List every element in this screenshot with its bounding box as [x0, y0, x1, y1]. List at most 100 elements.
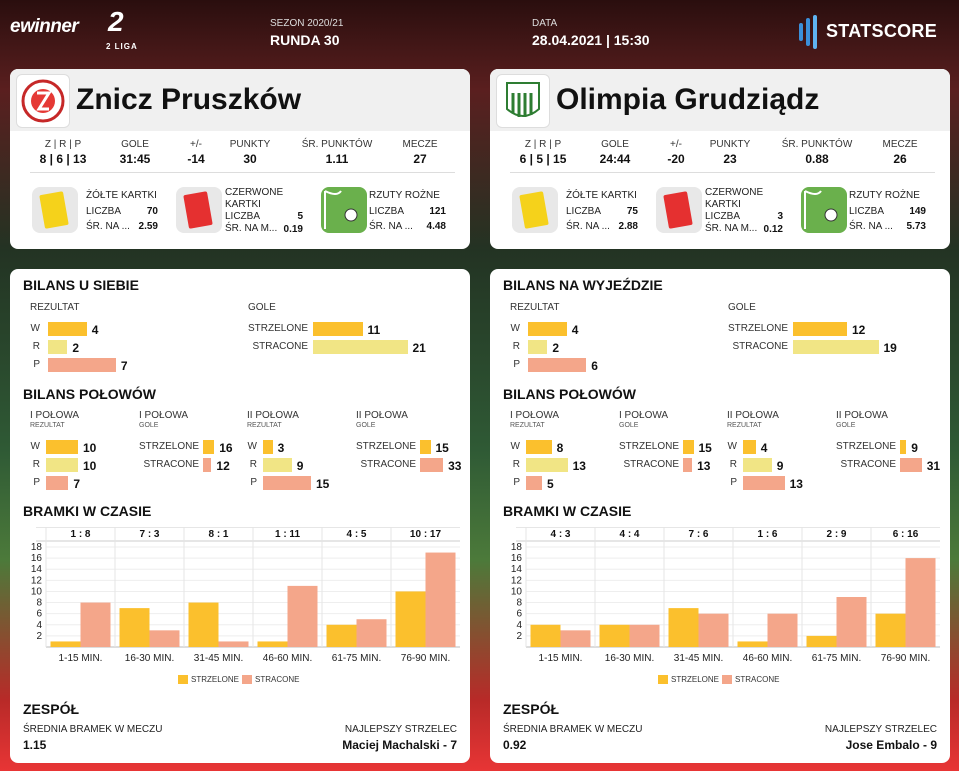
red-count-label: LICZBA — [225, 211, 261, 222]
half-key: STRACONE — [360, 459, 416, 470]
statscore-icon — [799, 15, 817, 49]
goals-bar — [793, 340, 879, 354]
corners-title: RZUTY ROŻNE — [849, 190, 920, 201]
legend-scored-swatch — [658, 675, 668, 684]
half-label: II POŁOWA — [836, 410, 888, 421]
period-score: 7 : 6 — [688, 529, 708, 540]
corners-count: 149 — [909, 206, 926, 217]
y-tick-label: 16 — [511, 553, 523, 564]
x-tick-label: 16-30 MIN. — [125, 653, 174, 664]
half-value: 15 — [316, 477, 330, 491]
stat-avg-points: ŚR. PUNKTÓW 1.11 — [301, 139, 373, 166]
x-tick-label: 46-60 MIN. — [743, 653, 792, 664]
corners-title: RZUTY ROŻNE — [369, 190, 440, 201]
half-value: 12 — [216, 459, 230, 473]
yellow-card-icon — [32, 187, 78, 233]
half-sublabel: REZULTAT — [247, 422, 282, 429]
half-bar — [683, 440, 694, 454]
x-tick-label: 1-15 MIN. — [59, 653, 103, 664]
avg-goals-label: ŚREDNIA BRAMEK W MECZU — [23, 724, 163, 735]
goals-value: 19 — [883, 341, 897, 355]
half-label: I POŁOWA — [619, 410, 669, 421]
team-stats-card: BILANS NA WYJEŹDZIE REZULTAT GOLE W 4 R 2 P 6 STR… — [490, 269, 950, 763]
red-avg-label: ŚR. NA M... — [705, 223, 758, 234]
result-bar — [528, 340, 548, 354]
date-value: 28.04.2021 | 15:30 — [532, 32, 650, 48]
half-value: 5 — [547, 477, 554, 491]
result-bar — [48, 322, 87, 336]
season-label: SEZON 2020/21 — [270, 18, 344, 29]
yellow-avg: 2.88 — [618, 221, 638, 232]
team-title: ZESPÓŁ — [23, 701, 80, 717]
team-header: Znicz Pruszków — [10, 69, 470, 131]
corners-avg-label: ŚR. NA ... — [849, 221, 893, 232]
y-tick-label: 6 — [516, 609, 522, 620]
result-bar — [48, 340, 68, 354]
half-bar — [900, 440, 907, 454]
conceded-bar — [218, 641, 249, 647]
goals-label: GOLE — [248, 302, 276, 313]
y-tick-label: 2 — [516, 631, 522, 642]
x-tick-label: 16-30 MIN. — [605, 653, 654, 664]
result-bar — [528, 358, 587, 372]
scored-bar — [119, 608, 150, 647]
team-header: Olimpia Grudziądz — [490, 69, 950, 131]
red-avg: 0.12 — [763, 224, 783, 235]
stat-points: PUNKTY 23 — [709, 139, 751, 166]
y-tick-label: 14 — [511, 564, 523, 575]
yellow-avg-label: ŚR. NA ... — [566, 221, 610, 232]
half-bar — [263, 440, 273, 454]
x-tick-label: 61-75 MIN. — [812, 653, 861, 664]
half-key: P — [730, 477, 737, 488]
conceded-bar — [905, 558, 936, 647]
half-value: 4 — [760, 441, 768, 455]
conceded-bar — [149, 630, 180, 647]
legend-conceded-swatch — [242, 675, 252, 684]
team-name: Olimpia Grudziądz — [556, 83, 820, 116]
scored-bar — [50, 641, 81, 647]
top-scorer-label: NAJLEPSZY STRZELEC — [824, 724, 937, 735]
legend-scored-swatch — [178, 675, 188, 684]
half-value: 9 — [911, 441, 918, 455]
top-header: ewinner 2 2 LIGA SEZON 2020/21 RUNDA 30 … — [0, 0, 959, 62]
goals-key: STRACONE — [252, 341, 308, 352]
result-key: W — [30, 323, 40, 334]
conceded-bar — [425, 552, 456, 647]
y-tick-label: 12 — [31, 575, 43, 586]
red-count: 3 — [777, 211, 783, 222]
team-title: ZESPÓŁ — [503, 701, 560, 717]
x-tick-label: 31-45 MIN. — [194, 653, 243, 664]
scored-bar — [326, 624, 357, 647]
legend-scored: STRZELONE — [671, 675, 720, 684]
team-name: Znicz Pruszków — [76, 83, 302, 116]
x-tick-label: 76-90 MIN. — [401, 653, 450, 664]
half-value: 13 — [789, 477, 803, 491]
red-title: CZERWONE — [705, 187, 764, 198]
divider — [30, 172, 455, 173]
corner-icon — [801, 187, 847, 233]
half-sublabel: GOLE — [619, 422, 639, 429]
y-tick-label: 8 — [516, 598, 522, 609]
time-title: BRAMKI W CZASIE — [23, 503, 152, 519]
yellow-title: ŻÓŁTE KARTKI — [86, 190, 157, 201]
result-value: 7 — [120, 359, 128, 373]
half-label: II POŁOWA — [356, 410, 408, 421]
y-tick-label: 14 — [31, 564, 43, 575]
result-key: W — [510, 323, 520, 334]
half-key: STRZELONE — [835, 441, 896, 452]
avg-goals-value: 1.15 — [23, 738, 47, 752]
red-count-label: LICZBA — [705, 211, 741, 222]
halves-title: BILANS POŁOWÓW — [503, 386, 636, 402]
corners-avg: 5.73 — [906, 221, 926, 232]
conceded-bar — [80, 602, 111, 647]
corner-icon — [321, 187, 367, 233]
conceded-bar — [356, 619, 387, 647]
half-value: 15 — [435, 441, 449, 455]
scored-bar — [668, 608, 699, 647]
half-bar — [263, 458, 292, 472]
period-score: 4 : 4 — [619, 529, 639, 540]
stat-points: PUNKTY 30 — [229, 139, 271, 166]
half-value: 10 — [83, 459, 97, 473]
